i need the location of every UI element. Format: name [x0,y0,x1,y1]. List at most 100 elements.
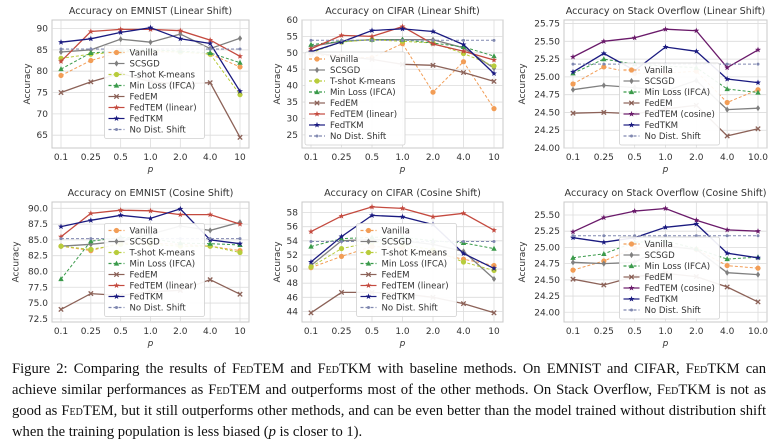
y-tick-label: 55 [287,32,298,42]
data-point [237,88,243,94]
data-point [633,234,637,238]
x-tick-label: 2.0 [689,327,704,337]
x-axis-label: p [147,339,154,349]
data-point [88,238,94,244]
data-point [87,210,94,216]
legend-entry: Vanilla [130,227,158,237]
legend-entry: FedTKM [130,115,164,125]
legend-entry: No Dist. Shift [130,126,187,136]
data-point [430,89,436,95]
data-point [755,126,761,132]
chart-title: Accuracy on Stack Overflow (Linear Shift… [566,6,766,17]
x-tick-label: 10 [488,153,500,163]
data-point [237,291,243,297]
y-tick-label: 90.0 [28,204,48,214]
legend-marker [113,271,120,278]
fedtem-prefix: Fed [208,382,230,398]
series-fedtkm [570,43,761,86]
data-point [58,223,64,230]
fedtkm-name: FedTKM [686,361,740,377]
data-point [755,265,761,271]
legend-entry: Min Loss (IFCA) [645,262,711,272]
data-point [308,48,314,55]
chart-accuracy-on-emnist-cosine-shift: 72.5 75.0 77.5 80.0 82.5 85.0 87.5 90.0 0.1 0.25 0… [12,188,250,349]
data-point [308,228,314,235]
data-point [308,41,314,47]
x-tick-label: 4.0 [203,327,218,337]
data-point [207,240,213,246]
data-point [238,237,242,241]
x-tick-label: 0.25 [331,153,351,163]
data-point [460,210,467,216]
y-tick-label: 80.0 [28,267,48,277]
data-point [491,53,497,59]
legend-marker [113,227,120,234]
y-axis-label: Accuracy [518,241,528,283]
data-point [724,226,731,233]
x-tick-label: 10 [488,327,500,337]
data-point [58,58,64,64]
data-point [460,41,467,48]
y-tick-label: 60 [287,16,299,26]
y-tick-label: 85 [37,46,48,56]
data-point [88,57,94,64]
y-tick-label: 24.75 [534,91,560,101]
legend-entry: No Dist. Shift [130,304,187,314]
legend-entry: SCSGD [645,77,676,87]
x-tick-label: 2.0 [426,153,441,163]
data-point [662,43,669,50]
data-point [338,245,345,252]
series-fedtkm [570,220,761,261]
data-point [492,240,496,244]
x-axis-label: p [399,165,406,175]
legend-marker [113,282,120,289]
y-tick-label: 52 [287,251,298,261]
data-point [460,69,467,76]
data-point [693,217,700,223]
data-point [148,39,153,46]
legend-entry: FedEM [130,93,158,103]
data-point [600,239,607,245]
x-tick-label: 1.0 [658,327,673,337]
y-axis-label: Accuracy [23,63,33,105]
legend-box [304,51,406,146]
data-point [369,27,375,34]
y-tick-label: 48 [287,279,299,289]
x-tick-label: 4.0 [720,153,735,163]
data-point [399,25,406,32]
fedtem-name: FedTEM [208,382,260,398]
data-point [207,80,213,86]
x-tick-label: 1.0 [143,153,158,163]
data-point [370,38,374,42]
series-no-dist-shift [309,38,496,42]
data-point [600,50,607,56]
legend-marker [314,56,320,62]
data-point [570,81,576,87]
data-point [87,217,94,223]
data-point [208,47,212,51]
data-point [237,240,243,247]
chart-title: Accuracy on CIFAR (Cosine Shift) [324,188,481,199]
fedtem-suffix: TEM [82,403,114,419]
legend-marker [365,282,372,289]
data-point [237,53,243,59]
x-tick-label: 0.5 [628,327,642,337]
y-tick-label: 56 [287,223,299,233]
legend-marker [628,263,635,269]
legend-marker [113,71,120,78]
data-point [207,40,214,46]
data-point [147,207,154,214]
legend-entry: FedTEM (cosine) [645,284,715,294]
fedtem-name: FedTEM [61,403,113,419]
y-tick-label: 25 [287,131,298,141]
legend-box [104,45,205,139]
data-point [401,38,404,42]
legend-marker [628,100,635,106]
data-point [492,38,496,42]
data-point [338,32,345,38]
x-tick-label: 10 [234,327,246,337]
data-point [58,48,64,56]
legend-marker [629,251,634,259]
